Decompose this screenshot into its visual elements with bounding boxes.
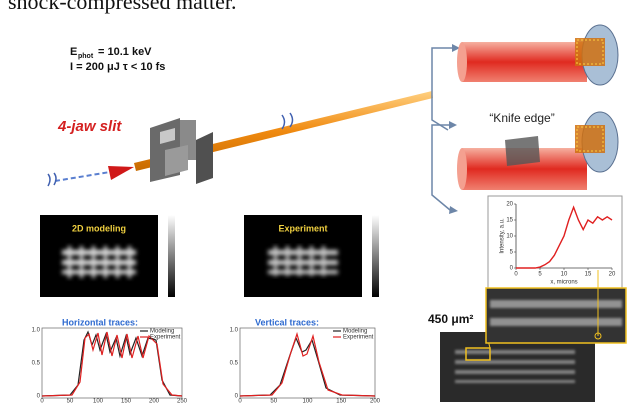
x-tick-label: 100 xyxy=(302,399,313,403)
knife-edge-label: “Knife edge” xyxy=(489,111,554,125)
y-tick-label: 15 xyxy=(506,218,513,224)
x-tick-label: 100 xyxy=(93,399,104,403)
slit xyxy=(150,118,213,184)
pulse-parameters: I = 200 μJ τ < 10 fs xyxy=(70,61,165,73)
y-tick-label: 20 xyxy=(506,202,513,208)
beam-arrow xyxy=(108,166,134,180)
x-tick-label: 50 xyxy=(270,399,277,403)
legend-label: Experiment xyxy=(343,335,374,341)
energy-subscript: phot xyxy=(78,53,94,60)
x-tick-label: 150 xyxy=(336,399,347,403)
y-tick-label: 0.5 xyxy=(32,361,41,367)
y-tick-label: 1.0 xyxy=(230,328,239,334)
figure: shock-compressed matter. E phot = 10.1 k… xyxy=(0,0,627,403)
x-tick-label: 20 xyxy=(609,272,616,278)
x-axis-label: x, microns xyxy=(550,280,577,286)
y-tick-label: 1.0 xyxy=(32,328,41,334)
y-tick-label: 0.5 xyxy=(230,361,239,367)
x-tick-label: 0 xyxy=(40,399,44,403)
area-label: 450 μm² xyxy=(428,312,473,326)
experiment-images xyxy=(440,270,626,402)
energy-value: = 10.1 keV xyxy=(98,46,152,58)
figure-canvas: shock-compressed matter. E phot = 10.1 k… xyxy=(0,0,627,403)
image-title: Experiment xyxy=(278,223,327,233)
x-tick-label: 10 xyxy=(561,272,568,278)
x-tick-label: 200 xyxy=(370,399,381,403)
x-tick-label: 150 xyxy=(121,399,132,403)
plot-frame xyxy=(488,196,622,288)
header-text: shock-compressed matter. xyxy=(8,0,237,14)
x-tick-label: 250 xyxy=(177,399,188,403)
knife-edge xyxy=(505,136,540,166)
x-tick-label: 200 xyxy=(149,399,160,403)
legend-label: Experiment xyxy=(150,335,181,341)
x-tick-label: 0 xyxy=(238,399,242,403)
target-tube xyxy=(457,25,618,85)
trace-title: Vertical traces: xyxy=(255,317,319,327)
incoming-beam xyxy=(55,172,110,181)
energy-symbol: E xyxy=(70,46,77,58)
x-tick-label: 15 xyxy=(585,272,592,278)
slit-label: 4-jaw slit xyxy=(57,118,122,135)
break-mark xyxy=(48,173,56,186)
y-axis-label: Intensity, a.u. xyxy=(500,218,506,254)
x-tick-label: 50 xyxy=(67,399,74,403)
image-title: 2D modeling xyxy=(72,223,126,233)
trace-title: Horizontal traces: xyxy=(62,317,138,327)
y-tick-label: 10 xyxy=(506,234,513,240)
